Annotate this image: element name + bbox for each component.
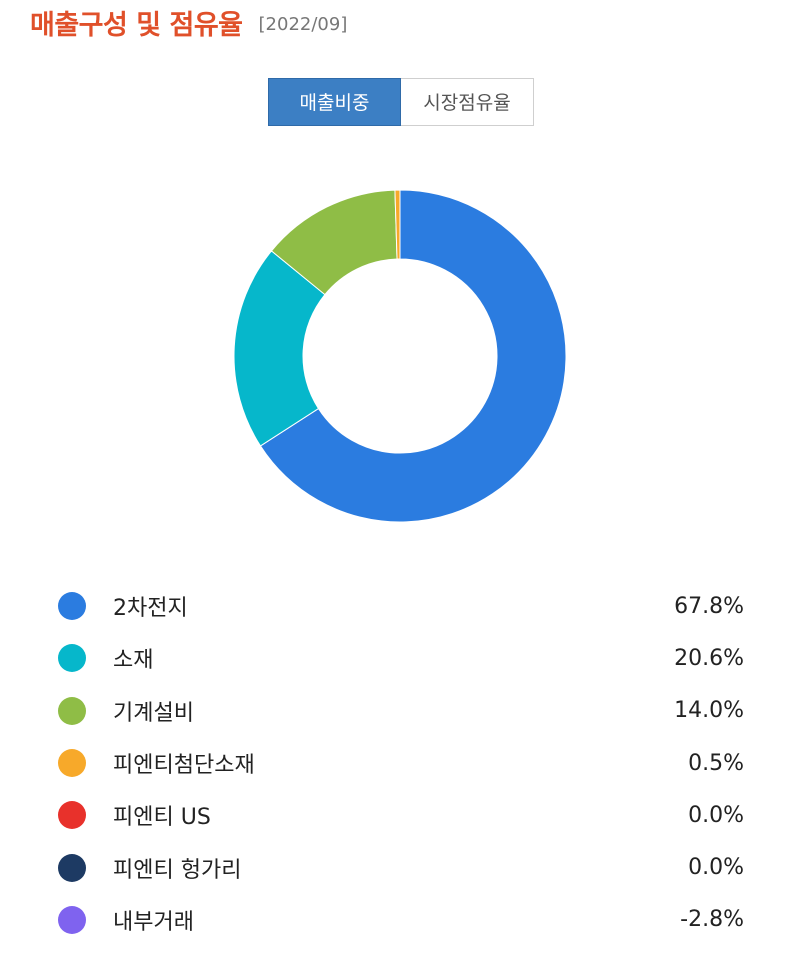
legend-color-dot — [58, 801, 86, 830]
legend-item[interactable]: 피엔티첨단소재 0.5% — [58, 737, 744, 789]
legend-item[interactable]: 피엔티 US 0.0% — [58, 789, 744, 841]
donut-slice-3[interactable] — [394, 189, 401, 260]
legend-value: 0.0% — [688, 855, 744, 881]
legend-label: 내부거래 — [113, 909, 194, 935]
legend-color-dot — [58, 853, 86, 882]
legend-label: 소재 — [113, 648, 154, 674]
legend-item[interactable]: 피엔티 헝가리 0.0% — [58, 841, 744, 893]
legend-label: 기계설비 — [113, 700, 194, 726]
tab-market-share[interactable]: 시장점유율 — [401, 78, 534, 126]
donut-chart — [233, 189, 567, 523]
legend-value: 67.8% — [674, 593, 744, 619]
chart-tabs: 매출비중 시장점유율 — [268, 78, 534, 126]
legend-label: 피엔티 US — [113, 805, 211, 831]
legend-color-dot — [58, 749, 86, 778]
legend-item[interactable]: 2차전지 67.8% — [58, 580, 744, 632]
legend-color-dot — [58, 644, 86, 673]
legend-value: 0.0% — [688, 802, 744, 828]
legend-value: 14.0% — [674, 698, 744, 724]
section-header: 매출구성 및 점유율 [2022/09] — [30, 0, 347, 44]
legend-item[interactable]: 소재 20.6% — [58, 632, 744, 684]
donut-slice-0[interactable] — [259, 189, 567, 523]
legend-value: -2.8% — [680, 907, 744, 933]
legend-label: 피엔티첨단소재 — [113, 753, 255, 779]
tab-sales-ratio[interactable]: 매출비중 — [268, 78, 401, 126]
legend-item[interactable]: 내부거래 -2.8% — [58, 894, 744, 946]
legend-value: 0.5% — [688, 750, 744, 776]
donut-slice-1[interactable] — [233, 250, 326, 447]
legend-color-dot — [58, 905, 86, 934]
legend-value: 20.6% — [674, 645, 744, 671]
legend-label: 2차전지 — [113, 596, 188, 622]
date-label: [2022/09] — [258, 13, 348, 35]
legend-color-dot — [58, 592, 86, 621]
section-title: 매출구성 및 점유율 — [30, 9, 243, 41]
legend-label: 피엔티 헝가리 — [113, 857, 242, 883]
legend-item[interactable]: 기계설비 14.0% — [58, 685, 744, 737]
chart-legend: 2차전지 67.8% 소재 20.6% 기계설비 14.0% 피엔티첨단소재 0.5% 피엔티 … — [58, 580, 744, 946]
legend-color-dot — [58, 696, 86, 725]
